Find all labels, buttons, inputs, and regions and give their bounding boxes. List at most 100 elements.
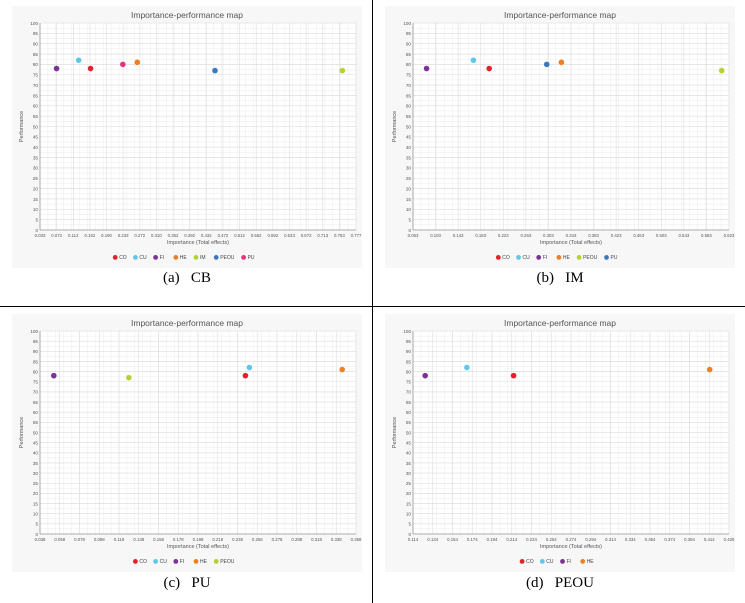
data-point-he [558, 59, 565, 66]
data-point-fi [51, 372, 57, 379]
x-tick-label: 0.552 [251, 233, 262, 238]
x-tick-label: 0.118 [114, 537, 125, 542]
x-axis-label: Importance (Total effects) [167, 240, 229, 246]
y-tick-label: 75 [406, 73, 412, 78]
legend-marker-peou [213, 255, 219, 260]
chart-title: Importance-performance map [131, 10, 243, 20]
y-tick-label: 85 [33, 359, 39, 364]
y-tick-label: 70 [406, 83, 412, 88]
y-tick-label: 50 [406, 430, 412, 435]
legend-label: PEOU [220, 559, 235, 565]
legend-marker-fi [560, 559, 565, 564]
legend-marker-fi [173, 559, 179, 564]
y-tick-label: 70 [406, 390, 412, 395]
y-tick-label: 35 [406, 155, 412, 160]
x-tick-label: 0.238 [232, 537, 243, 542]
legend-marker-peou [213, 559, 219, 564]
legend-marker-co [495, 255, 501, 260]
y-tick-label: 85 [33, 52, 39, 57]
y-tick-label: 40 [33, 145, 39, 150]
x-tick-label: 0.472 [218, 233, 229, 238]
x-tick-label: 0.543 [678, 233, 689, 238]
ipm-chart-cb: Importance-performance map 0 5 10 15 20 25 30 35… [12, 6, 362, 268]
x-tick-label: 0.233 [118, 233, 129, 238]
y-tick-label: 95 [406, 339, 412, 344]
chart-title: Importance-performance map [131, 318, 243, 328]
x-tick-label: 0.425 [724, 537, 735, 542]
chart-title: Importance-performance map [504, 10, 616, 20]
y-axis-label: Performance [392, 111, 398, 143]
x-tick-label: 0.392 [184, 233, 195, 238]
y-tick-label: 75 [406, 380, 412, 385]
y-tick-label: 80 [406, 369, 412, 374]
x-tick-label: 0.218 [212, 537, 223, 542]
x-tick-label: 0.190 [101, 233, 112, 238]
x-tick-label: 0.134 [427, 537, 438, 542]
x-tick-label: 0.154 [447, 537, 458, 542]
legend-label: PEOU [220, 255, 235, 261]
x-tick-label: 0.112 [68, 233, 79, 238]
legend-marker-co [112, 255, 118, 260]
x-tick-label: 0.633 [284, 233, 295, 238]
y-tick-label: 55 [406, 114, 412, 119]
x-tick-label: 0.354 [645, 537, 656, 542]
y-tick-label: 0 [408, 532, 411, 537]
y-tick-label: 10 [406, 512, 412, 517]
ipm-chart-im: Importance-performance map 0 5 10 15 20 25 30 35… [385, 6, 735, 268]
x-tick-label: 0.274 [566, 537, 577, 542]
x-tick-label: 0.183 [475, 233, 486, 238]
x-tick-label: 0.063 [408, 233, 419, 238]
y-tick-label: 15 [406, 501, 412, 506]
x-tick-label: 0.194 [487, 537, 498, 542]
y-tick-label: 10 [33, 512, 39, 517]
legend-marker-cu [539, 559, 545, 564]
data-point-cu [246, 364, 253, 371]
x-tick-label: 0.152 [85, 233, 96, 238]
x-tick-label: 0.314 [605, 537, 616, 542]
legend-label: HE [563, 255, 571, 261]
legend-label: HE [587, 559, 595, 565]
y-axis-label: Performance [19, 111, 25, 143]
x-tick-label: 0.098 [94, 537, 105, 542]
data-point-he [339, 366, 345, 373]
y-tick-label: 95 [33, 339, 39, 344]
ipm-chart-pu: Importance-performance map 0 5 10 15 20 25 30 35… [12, 314, 362, 572]
data-point-cu [464, 364, 470, 371]
legend-marker-co [519, 559, 525, 564]
y-tick-label: 15 [33, 197, 39, 202]
x-axis-label: Importance (Total effects) [540, 544, 602, 550]
y-tick-label: 55 [406, 420, 412, 425]
y-tick-label: 30 [406, 166, 412, 171]
x-tick-label: 0.138 [133, 537, 144, 542]
x-tick-label: 0.254 [546, 537, 557, 542]
x-tick-label: 0.103 [430, 233, 441, 238]
legend-marker-he [173, 255, 179, 260]
y-tick-label: 70 [33, 83, 39, 88]
x-tick-label: 0.463 [633, 233, 644, 238]
x-tick-label: 0.272 [134, 233, 145, 238]
x-tick-label: 0.234 [526, 537, 537, 542]
y-tick-label: 100 [30, 329, 38, 334]
y-tick-label: 65 [33, 93, 39, 98]
panel-caption: (b) IM [536, 270, 584, 286]
y-tick-label: 0 [408, 228, 411, 233]
chart-title: Importance-performance map [504, 318, 616, 328]
data-point-cu [75, 57, 82, 64]
data-point-fi [423, 65, 430, 72]
y-tick-label: 65 [33, 400, 39, 405]
y-tick-label: 20 [33, 491, 39, 496]
y-tick-label: 65 [406, 400, 412, 405]
panel-caption: (c) PU [163, 575, 211, 591]
legend-label: HE [180, 255, 188, 261]
legend-marker-pu [241, 255, 247, 260]
y-tick-label: 15 [33, 501, 39, 506]
x-tick-label: 0.214 [506, 537, 517, 542]
x-tick-label: 0.223 [498, 233, 509, 238]
y-tick-label: 50 [406, 124, 412, 129]
data-point-im [339, 67, 346, 74]
x-tick-label: 0.258 [252, 537, 263, 542]
legend-marker-he [580, 559, 586, 564]
legend-label: CO [119, 255, 127, 261]
y-tick-label: 100 [403, 329, 411, 334]
y-tick-label: 0 [35, 228, 38, 233]
